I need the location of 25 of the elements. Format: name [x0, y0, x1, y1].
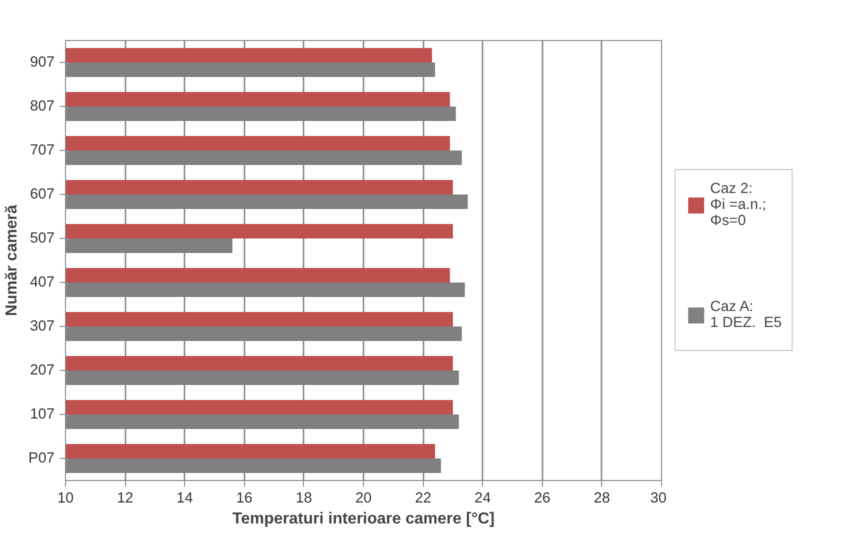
- x-tick-label: 16: [236, 490, 252, 506]
- y-tick-label: 907: [30, 54, 55, 70]
- x-tick-label: 12: [116, 490, 134, 506]
- x-axis-title: Temperaturi interioare camere [°C]: [232, 510, 495, 528]
- y-tick-label: 707: [30, 142, 55, 158]
- y-tick-label: 507: [30, 230, 55, 246]
- x-tick-label: 20: [355, 490, 372, 506]
- y-tick-label: 207: [30, 362, 55, 378]
- y-tick-label: 307: [30, 318, 55, 334]
- legend-label: Caz A: 1 DEZ. E5: [710, 298, 782, 333]
- x-tick-label: 26: [534, 490, 550, 506]
- x-tick-label: 10: [57, 490, 74, 506]
- legend-label: Caz 2: Φi =a.n.; Φs=0: [710, 180, 766, 230]
- y-tick-label: 607: [30, 186, 55, 202]
- x-tick-label: 14: [176, 490, 193, 506]
- x-tick-label: 30: [650, 490, 667, 506]
- x-tick-label: 28: [594, 490, 610, 506]
- y-tick-label: 807: [30, 98, 55, 114]
- y-tick-label: 107: [30, 406, 55, 422]
- y-tick-label: P07: [28, 450, 54, 466]
- x-tick-label: 18: [296, 490, 312, 506]
- x-tick-label: 24: [474, 490, 491, 506]
- y-axis-title: Număr cameră: [3, 204, 20, 316]
- x-tick-label: 22: [414, 490, 432, 506]
- y-tick-label: 407: [30, 274, 55, 290]
